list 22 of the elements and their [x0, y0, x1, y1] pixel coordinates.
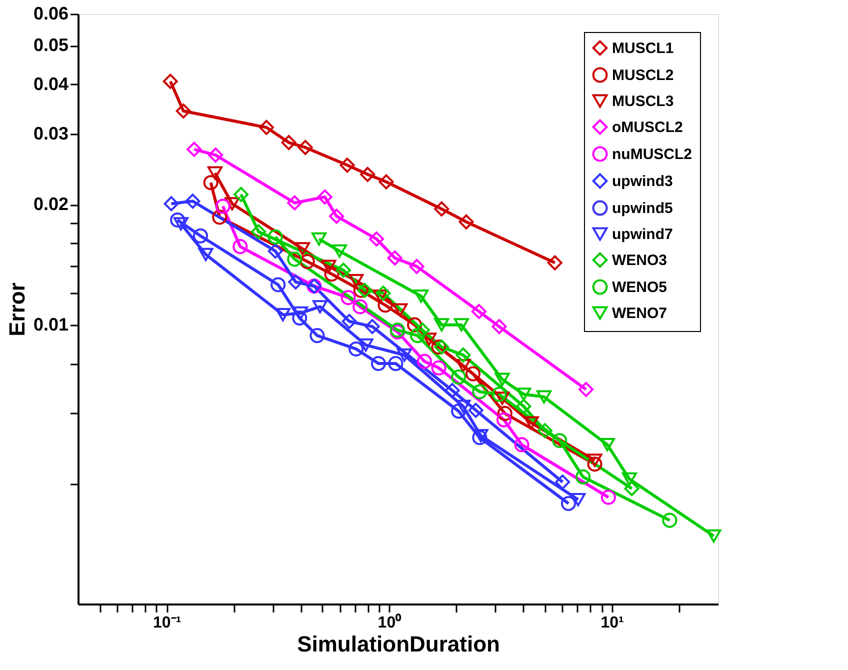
legend-label: upwind7 [612, 226, 673, 243]
legend-label: WENO5 [612, 279, 668, 296]
y-tick-label: 0.06 [33, 4, 68, 24]
legend-label: upwind3 [612, 173, 673, 190]
x-tick-label: 10¹ [600, 614, 624, 632]
y-tick-label: 0.01 [33, 314, 68, 334]
y-tick-label: 0.04 [33, 74, 68, 94]
legend-label: MUSCL3 [612, 93, 674, 110]
x-axis-title: SimulationDuration [297, 632, 500, 656]
y-axis-title: Error [4, 282, 30, 336]
x-tick-label: 10⁰ [378, 614, 402, 632]
legend-label: oMUSCL2 [612, 119, 683, 136]
legend-label: WENO7 [612, 305, 668, 322]
legend-label: nuMUSCL2 [612, 146, 692, 163]
x-tick-label: 10⁻¹ [153, 614, 182, 632]
y-tick-label: 0.02 [33, 194, 68, 214]
y-tick-label: 0.05 [33, 35, 68, 56]
legend-label: upwind5 [612, 200, 673, 217]
legend-label: MUSCL1 [612, 40, 674, 57]
legend-label: WENO3 [612, 252, 668, 269]
legend-label: MUSCL2 [612, 67, 674, 84]
y-tick-label: 0.03 [33, 124, 68, 144]
